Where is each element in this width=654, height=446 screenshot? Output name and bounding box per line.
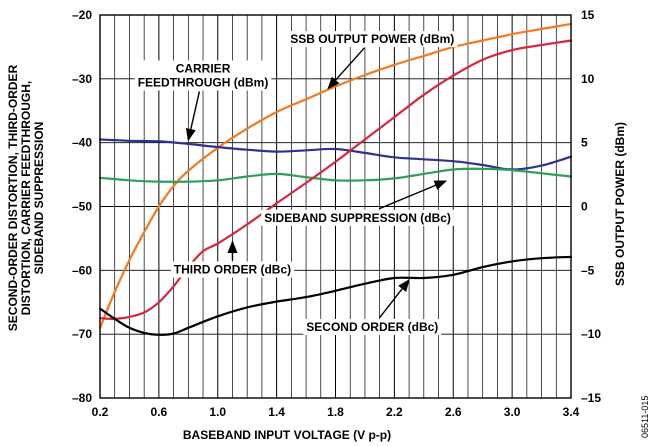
y-left-tick-label: –40 [72, 136, 92, 150]
y-left-tick-label: –50 [72, 200, 92, 214]
x-tick-labels: 0.2 0.6 1.0 1.4 1.8 2.2 2.6 3.0 3.4 [92, 405, 580, 419]
annotation-label: SSB OUTPUT POWER (dBm) [290, 32, 454, 46]
annotations: SSB OUTPUT POWER (dBm) CARRIERFEEDTHROUGH… [134, 31, 458, 335]
x-tick-label: 3.4 [563, 405, 580, 419]
y-right-tick-label: –5 [581, 263, 595, 277]
annotation-background [303, 318, 442, 335]
y-left-axis-title-line-3: SIDEBAND SUPPRESSION [32, 122, 46, 275]
annotation-3: THIRD ORDER (dBc) [170, 240, 295, 278]
annotation-label: CARRIER [176, 61, 231, 75]
annotation-label: SECOND ORDER (dBc) [306, 320, 438, 334]
x-tick-label: 2.2 [386, 405, 403, 419]
x-tick-label: 0.2 [92, 405, 109, 419]
x-tick-label: 1.8 [327, 405, 344, 419]
annotation-arrow [185, 91, 201, 142]
annotation-4: SECOND ORDER (dBc) [303, 278, 442, 335]
y-left-tick-label: –30 [72, 72, 92, 86]
series-line-1 [98, 138, 573, 171]
y-right-axis-title: SSB OUTPUT POWER (dBm) [613, 122, 627, 286]
y-right-tick-label: 15 [581, 8, 595, 22]
x-tick-label: 1.4 [268, 405, 285, 419]
x-axis-title: BASEBAND INPUT VOLTAGE (V p-p) [183, 428, 391, 442]
annotation-background [287, 31, 458, 48]
y-left-axis-title: SECOND-ORDER DISTORTION, THIRD-ORDER DIS… [6, 64, 46, 331]
series-line-4 [98, 255, 573, 336]
annotation-label: FEEDTHROUGH (dBm) [138, 75, 269, 89]
y-left-tick-labels: –20 –30 –40 –50 –60 –70 –80 [72, 8, 92, 405]
annotation-arrow [378, 278, 410, 319]
y-right-tick-label: –10 [581, 327, 601, 341]
y-right-tick-label: –15 [581, 391, 601, 405]
y-right-tick-label: 10 [581, 72, 595, 86]
y-left-tick-label: –80 [72, 391, 92, 405]
y-left-tick-label: –60 [72, 263, 92, 277]
annotation-arrow [327, 47, 365, 90]
annotation-label: SIDEBAND SUPPRESSION (dBc) [264, 211, 451, 225]
series-line-0 [98, 22, 573, 329]
figure-id: 06511-015 [640, 396, 650, 438]
y-right-tick-label: 0 [581, 200, 588, 214]
plot-frame [99, 14, 572, 399]
y-left-tick-label: –70 [72, 327, 92, 341]
y-right-tick-labels: 15 10 5 0 –5 –10 –15 [581, 8, 601, 405]
annotation-arrow [378, 180, 448, 210]
annotation-background [134, 60, 272, 91]
y-left-axis-title-line-2: DISTORTION, CARRIER FEEDTHROUGH, [19, 81, 33, 315]
y-left-tick-label: –20 [72, 8, 92, 22]
x-tick-label: 3.0 [504, 405, 521, 419]
annotation-background [170, 261, 295, 278]
series-line-3 [98, 39, 573, 320]
annotation-background [261, 209, 454, 226]
x-tick-label: 2.6 [445, 405, 462, 419]
annotation-label: THIRD ORDER (dBc) [174, 263, 291, 277]
y-right-tick-label: 5 [581, 136, 588, 150]
y-left-axis-title-line-1: SECOND-ORDER DISTORTION, THIRD-ORDER [6, 64, 20, 331]
annotation-2: SIDEBAND SUPPRESSION (dBc) [261, 180, 454, 226]
series-line-2 [98, 167, 573, 183]
x-tick-label: 0.6 [151, 405, 168, 419]
series-lines [98, 22, 573, 336]
x-tick-label: 1.0 [209, 405, 226, 419]
annotation-0: SSB OUTPUT POWER (dBm) [287, 31, 458, 90]
